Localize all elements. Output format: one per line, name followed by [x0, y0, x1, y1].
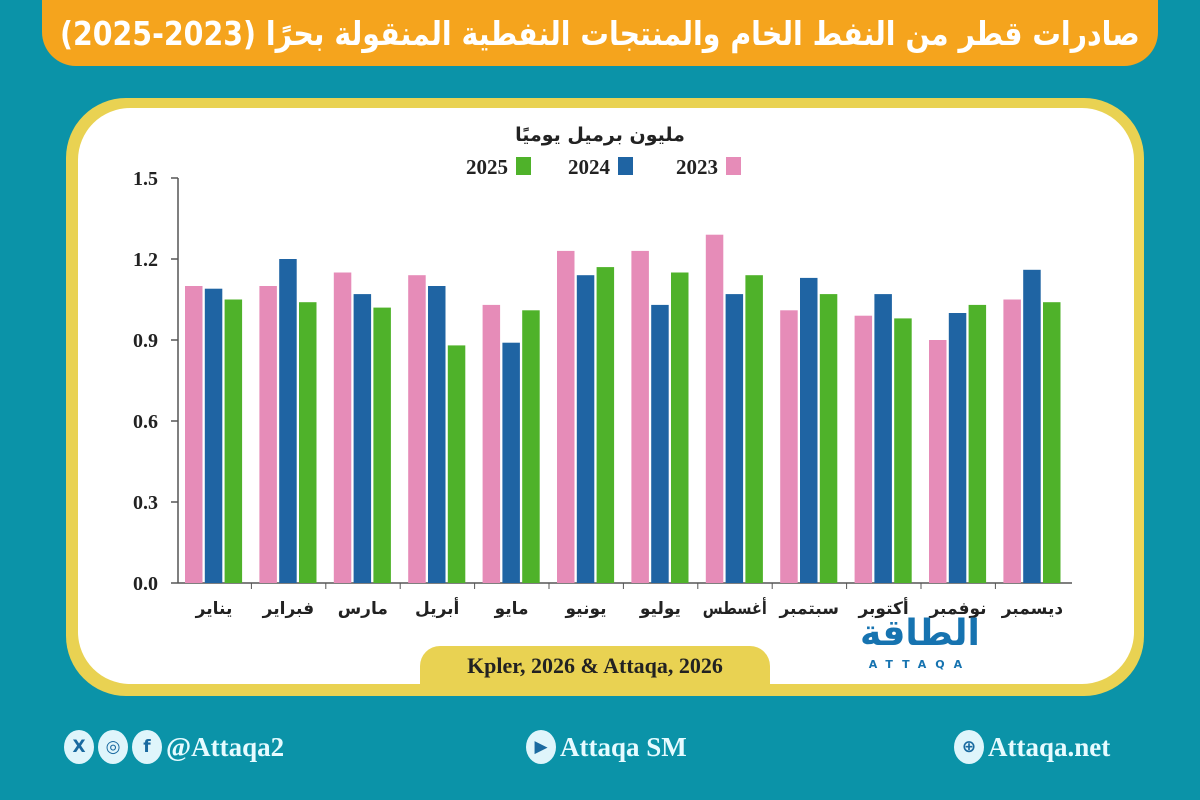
bar-2024: [1023, 269, 1041, 583]
bar-2023: [1003, 299, 1021, 583]
bar-2025: [299, 302, 317, 583]
legend-label-2024: 2024: [568, 155, 611, 179]
youtube-handle[interactable]: Attaqa SM: [560, 731, 687, 762]
bar-2023: [780, 310, 798, 583]
bar-2023: [705, 234, 724, 583]
legend-label-2025: 2025: [466, 155, 508, 179]
x-tick-label: سبتمبر: [778, 599, 839, 619]
bar-2024: [279, 259, 297, 583]
bar-2025: [522, 310, 540, 583]
y-tick-label: 0.0: [133, 573, 158, 595]
bar-2023: [408, 275, 426, 583]
x-tick-label: نوفمبر: [928, 599, 986, 619]
website-link[interactable]: Attaqa.net: [988, 731, 1111, 762]
footer-web[interactable]: ⊕ Attaqa.net: [954, 730, 1110, 764]
y-tick-label: 1.5: [133, 168, 158, 190]
bar-2023: [631, 250, 649, 583]
facebook-icon[interactable]: f: [132, 730, 162, 764]
bar-2024: [576, 275, 595, 583]
bar-2025: [447, 345, 466, 583]
x-tick-label: فبراير: [262, 599, 314, 619]
attaqa-logo: الطاقة ATTAQA: [860, 612, 980, 671]
logo-text: الطاقة: [860, 613, 980, 654]
bar-2025: [968, 304, 987, 583]
legend-swatch-2025: [516, 157, 531, 175]
logo-subtext: ATTAQA: [868, 658, 972, 671]
bar-2024: [800, 277, 818, 583]
source-label: Kpler, 2026 & Attaqa, 2026: [420, 646, 770, 686]
bar-2023: [557, 250, 575, 583]
y-tick-label: 0.9: [133, 330, 158, 352]
x-tick-label: مايو: [494, 599, 529, 619]
y-tick-label: 1.2: [133, 249, 158, 271]
bar-2024: [353, 294, 372, 583]
bar-2025: [894, 318, 912, 583]
bar-2025: [671, 272, 689, 583]
bar-2024: [502, 342, 520, 583]
title-banner: صادرات قطر من النفط الخام والمنتجات النف…: [42, 0, 1158, 66]
bar-2023: [854, 315, 873, 583]
x-tick-label: أكتوبر: [857, 597, 908, 619]
footer-social[interactable]: X ◎ f @Attaqa2: [64, 730, 284, 764]
bar-2024: [948, 313, 967, 583]
bar-2024: [204, 288, 223, 583]
youtube-icon[interactable]: ▶: [526, 730, 556, 764]
bar-2025: [1043, 302, 1061, 583]
bar-2024: [428, 286, 446, 583]
bar-2023: [185, 286, 203, 583]
y-tick-label: 0.6: [133, 411, 158, 433]
bar-2023: [482, 304, 501, 583]
x-tick-label: أغسطس: [703, 597, 767, 619]
social-handle[interactable]: @Attaqa2: [166, 731, 285, 762]
x-tick-label: يوليو: [639, 599, 681, 619]
globe-icon[interactable]: ⊕: [954, 730, 984, 764]
legend-swatch-2024: [618, 157, 633, 175]
y-axis-label: مليون برميل يوميًا: [515, 124, 685, 146]
bar-2023: [929, 340, 947, 583]
chart-title: صادرات قطر من النفط الخام والمنتجات النف…: [60, 13, 1140, 53]
bar-2025: [819, 294, 838, 583]
bar-2025: [745, 275, 763, 583]
bar-2023: [333, 272, 352, 583]
bar-2023: [259, 286, 277, 583]
legend-label-2023: 2023: [676, 155, 718, 179]
bar-2024: [725, 294, 744, 583]
footer-youtube[interactable]: ▶ Attaqa SM: [526, 730, 687, 764]
y-tick-label: 0.3: [133, 492, 158, 514]
bar-2025: [596, 267, 615, 583]
legend-swatch-2023: [726, 157, 741, 175]
bar-2025: [373, 307, 391, 583]
x-tick-label: يناير: [195, 599, 233, 619]
x-tick-label: ديسمبر: [1001, 599, 1064, 619]
bar-2024: [651, 304, 669, 583]
x-tick-label: يونيو: [564, 599, 606, 619]
x-tick-label: أبريل: [415, 597, 459, 619]
instagram-icon[interactable]: ◎: [98, 730, 128, 764]
bar-2024: [874, 294, 892, 583]
bar-2025: [224, 299, 243, 583]
x-icon[interactable]: X: [64, 730, 94, 764]
x-tick-label: مارس: [338, 599, 388, 619]
